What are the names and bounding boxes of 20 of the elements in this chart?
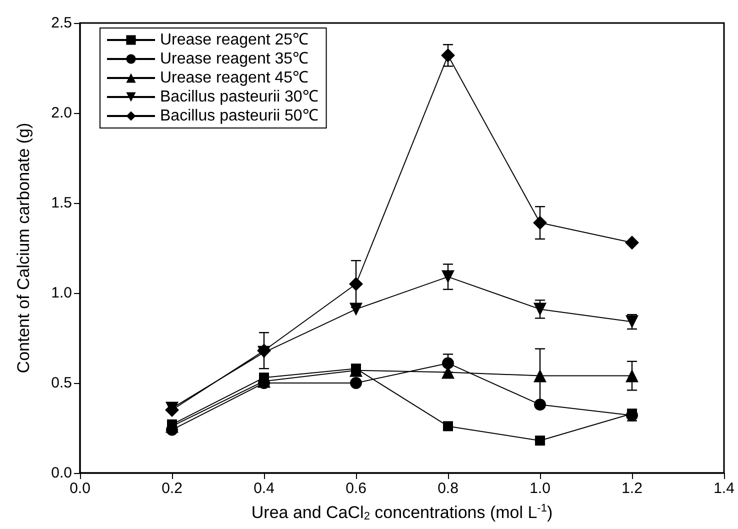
x-tick-label: 0.6: [346, 480, 366, 497]
x-tick-label: 0.0: [70, 480, 90, 497]
legend-label: Bacillus pasteurii 50℃: [160, 108, 318, 124]
x-tick-label: 0.4: [254, 480, 274, 497]
legend-label: Bacillus pasteurii 30℃: [160, 88, 318, 106]
x-tick-label: 1.2: [622, 480, 642, 497]
y-tick-label: 0.5: [51, 374, 72, 392]
y-tick-label: 2.5: [51, 14, 72, 32]
x-tick-label: 1.4: [714, 480, 734, 497]
legend-label: Urease reagent 45℃: [160, 70, 309, 86]
y-tick-label: 2.0: [51, 104, 72, 122]
x-tick-label: 0.8: [438, 480, 458, 497]
x-tick-label: 1.0: [530, 480, 550, 497]
y-axis-title: Content of Calcium carbonate (g): [14, 122, 33, 374]
y-tick-label: 1.5: [51, 194, 72, 212]
legend-label: Urease reagent 25℃: [160, 32, 309, 48]
legend-label: Urease reagent 35℃: [160, 50, 309, 68]
y-tick-label: 0.0: [51, 464, 72, 482]
x-tick-label: 0.2: [162, 480, 182, 497]
y-tick-label: 1.0: [51, 284, 72, 302]
